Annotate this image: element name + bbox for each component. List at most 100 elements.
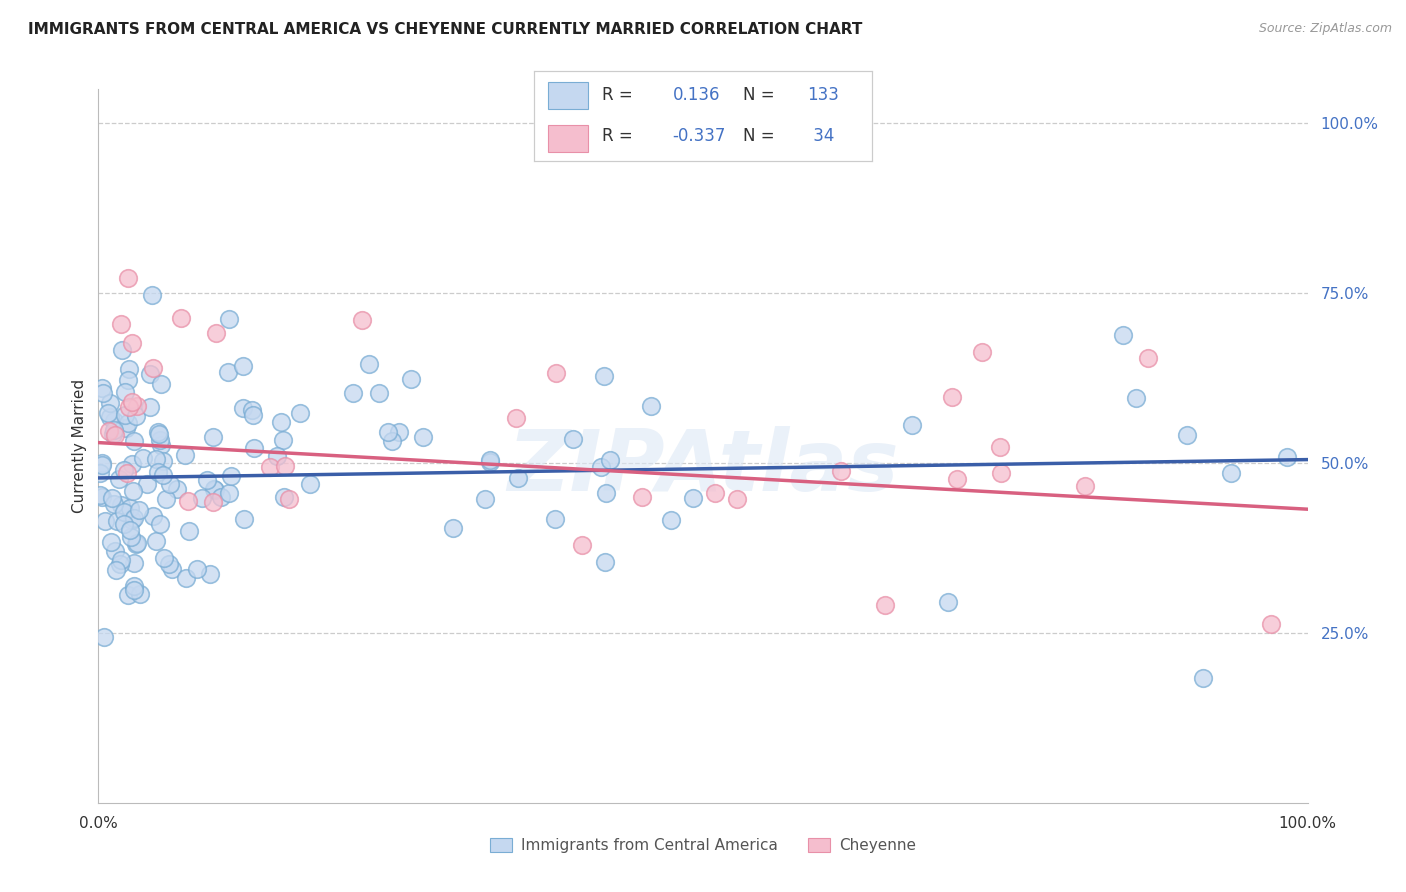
- Legend: Immigrants from Central America, Cheyenne: Immigrants from Central America, Cheyenn…: [484, 831, 922, 859]
- Point: [546, 367, 568, 381]
- Point: [152, 454, 174, 468]
- Point: [141, 288, 163, 302]
- Point: [990, 466, 1012, 480]
- Point: [100, 535, 122, 549]
- Point: [399, 372, 422, 386]
- Point: [271, 434, 294, 448]
- Point: [122, 434, 145, 448]
- Point: [233, 512, 256, 526]
- Point: [640, 399, 662, 413]
- Point: [118, 524, 141, 538]
- Text: 0.136: 0.136: [672, 87, 720, 104]
- Point: [141, 361, 163, 376]
- Point: [830, 463, 852, 477]
- Point: [121, 336, 143, 351]
- Point: [118, 401, 141, 415]
- Point: [159, 476, 181, 491]
- Point: [128, 502, 150, 516]
- Point: [177, 524, 200, 539]
- Point: [198, 567, 221, 582]
- Point: [388, 425, 411, 439]
- Point: [342, 385, 364, 400]
- Point: [125, 409, 148, 423]
- Point: [121, 513, 143, 527]
- Point: [142, 508, 165, 523]
- Point: [599, 453, 621, 467]
- Point: [191, 491, 214, 505]
- Point: [152, 551, 174, 566]
- Point: [127, 399, 149, 413]
- Point: [1192, 671, 1215, 685]
- Point: [544, 512, 567, 526]
- Point: [117, 372, 139, 386]
- Point: [217, 365, 239, 379]
- Point: [571, 538, 593, 552]
- Point: [204, 482, 226, 496]
- Point: [561, 432, 583, 446]
- Point: [152, 467, 174, 482]
- Point: [110, 343, 132, 358]
- Point: [98, 396, 121, 410]
- Point: [242, 408, 264, 422]
- Point: [124, 510, 146, 524]
- Point: [176, 493, 198, 508]
- Point: [381, 434, 404, 449]
- Point: [631, 490, 654, 504]
- Point: [149, 516, 172, 531]
- Point: [90, 456, 112, 470]
- Point: [595, 486, 617, 500]
- Text: IMMIGRANTS FROM CENTRAL AMERICA VS CHEYENNE CURRENTLY MARRIED CORRELATION CHART: IMMIGRANTS FROM CENTRAL AMERICA VS CHEYE…: [28, 22, 862, 37]
- Point: [170, 310, 193, 325]
- Point: [94, 514, 117, 528]
- Point: [122, 579, 145, 593]
- Point: [368, 385, 391, 400]
- Point: [259, 459, 281, 474]
- Point: [1175, 428, 1198, 442]
- Point: [121, 395, 143, 409]
- Point: [97, 406, 120, 420]
- Point: [1125, 391, 1147, 405]
- Point: [298, 477, 321, 491]
- Point: [474, 492, 496, 507]
- Point: [136, 477, 159, 491]
- Point: [122, 556, 145, 570]
- Point: [155, 491, 177, 506]
- Point: [988, 440, 1011, 454]
- Point: [115, 466, 138, 480]
- Point: [103, 414, 125, 428]
- Text: 133: 133: [807, 87, 839, 104]
- Point: [359, 358, 381, 372]
- Point: [108, 472, 131, 486]
- Point: [110, 553, 132, 567]
- Point: [725, 491, 748, 506]
- Text: R =: R =: [602, 87, 638, 104]
- Point: [195, 473, 218, 487]
- Point: [288, 406, 311, 420]
- Point: [478, 455, 501, 469]
- Point: [118, 361, 141, 376]
- Point: [149, 438, 172, 452]
- Point: [873, 598, 896, 612]
- Point: [122, 483, 145, 498]
- Point: [704, 486, 727, 500]
- Text: -0.337: -0.337: [672, 128, 725, 145]
- Point: [139, 367, 162, 381]
- Point: [218, 312, 240, 326]
- Point: [201, 430, 224, 444]
- Point: [104, 543, 127, 558]
- Point: [659, 513, 682, 527]
- Point: [243, 442, 266, 456]
- Point: [274, 459, 297, 474]
- Point: [139, 400, 162, 414]
- Text: Source: ZipAtlas.com: Source: ZipAtlas.com: [1258, 22, 1392, 36]
- Point: [125, 536, 148, 550]
- Point: [91, 490, 114, 504]
- Point: [132, 450, 155, 465]
- Point: [91, 385, 114, 400]
- Point: [112, 516, 135, 531]
- Point: [98, 409, 121, 424]
- Point: [1219, 467, 1241, 481]
- Point: [115, 420, 138, 434]
- Point: [103, 498, 125, 512]
- Point: [112, 505, 135, 519]
